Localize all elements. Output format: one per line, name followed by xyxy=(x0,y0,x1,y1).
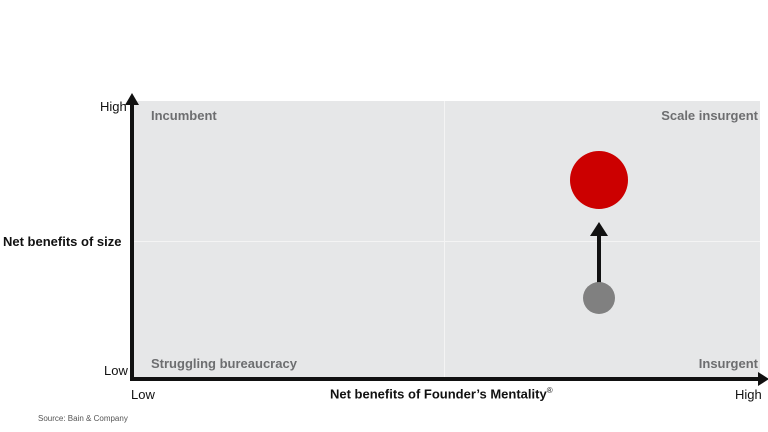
start-position-dot xyxy=(583,282,615,314)
quadrant-label-struggling-bureaucracy: Struggling bureaucracy xyxy=(151,356,297,371)
y-tick-low: Low xyxy=(104,363,128,378)
registered-mark: ® xyxy=(546,386,553,395)
end-position-dot xyxy=(570,151,628,209)
quadrant-label-scale-insurgent: Scale insurgent xyxy=(661,108,758,123)
horizontal-divider xyxy=(134,241,760,242)
quadrant-label-incumbent: Incumbent xyxy=(151,108,217,123)
x-axis-line xyxy=(130,377,760,381)
x-axis-arrow-icon xyxy=(758,372,768,386)
source-note: Source: Bain & Company xyxy=(38,414,128,423)
x-axis-title-text: Net benefits of Founder’s Mentality xyxy=(330,386,547,402)
x-tick-low: Low xyxy=(131,387,155,402)
movement-arrow-head-icon xyxy=(590,222,608,236)
y-axis-line xyxy=(130,104,134,381)
x-tick-high: High xyxy=(735,387,762,402)
vertical-divider xyxy=(444,101,445,378)
movement-arrow-shaft xyxy=(597,234,601,284)
matrix-plot-area: Incumbent Scale insurgent Struggling bur… xyxy=(134,101,760,378)
y-tick-high: High xyxy=(100,99,127,114)
x-axis-title: Net benefits of Founder’s Mentality® xyxy=(330,386,553,401)
quadrant-label-insurgent: Insurgent xyxy=(698,356,758,371)
y-axis-title: Net benefits of size xyxy=(3,234,122,249)
y-axis-arrow-icon xyxy=(125,93,139,105)
